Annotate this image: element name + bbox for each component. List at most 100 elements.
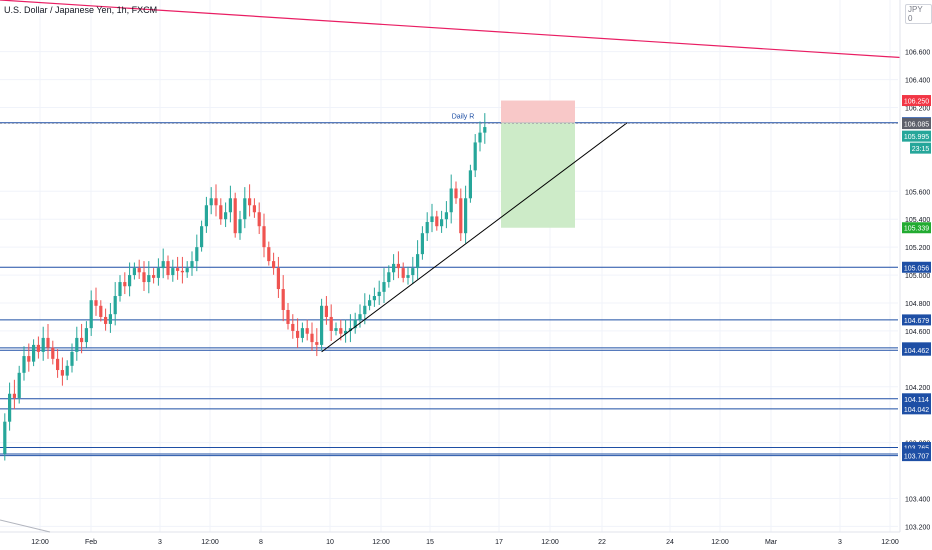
price-tick-label: 104.200 — [905, 385, 930, 392]
time-tick-label: 12:00 — [541, 539, 559, 546]
candle-body — [416, 254, 420, 269]
time-tick-label: 12:00 — [31, 539, 49, 546]
candle-body — [473, 142, 477, 171]
candle-body — [243, 198, 247, 220]
time-tick-label: 15 — [426, 539, 434, 546]
candle-body — [123, 282, 127, 287]
candle-body — [89, 300, 93, 329]
currency-badge[interactable]: JPY 0 — [905, 4, 932, 24]
price-label-badge — [902, 222, 931, 234]
candle-body — [334, 328, 338, 331]
price-tick-label: 105.200 — [905, 245, 930, 252]
price-label-text: 103.707 — [904, 454, 929, 461]
candle-body — [166, 261, 170, 276]
candle-body — [478, 132, 482, 143]
candle-body — [358, 314, 362, 320]
candle-body — [406, 275, 410, 278]
price-label-badge — [902, 130, 931, 142]
candle-body — [84, 328, 88, 343]
candle-body — [464, 198, 468, 234]
candle-body — [27, 356, 31, 362]
candle-body — [200, 226, 204, 248]
candle-body — [459, 198, 463, 234]
candle-body — [344, 330, 348, 334]
candle-body — [444, 212, 448, 220]
price-tick-label: 104.800 — [905, 301, 930, 308]
candle-body — [70, 351, 74, 366]
candle-body — [401, 268, 405, 278]
candle-body — [300, 328, 304, 338]
price-label-badge — [902, 118, 931, 130]
candle-body — [257, 212, 261, 227]
support-trend-line — [321, 122, 628, 353]
candle-body — [377, 291, 381, 297]
candle-body — [248, 198, 252, 206]
candle-body — [214, 198, 218, 206]
candle-body — [161, 261, 165, 269]
candle-body — [99, 305, 103, 317]
price-label-badge — [902, 95, 931, 107]
price-tick-label: 105.400 — [905, 217, 930, 224]
candle-body — [56, 358, 60, 371]
price-label-text: 106.250 — [904, 99, 929, 106]
candle-body — [147, 275, 151, 283]
candle-body — [41, 337, 45, 352]
candle-body — [281, 289, 285, 310]
lower-drift-line — [0, 519, 51, 533]
candle-body — [411, 268, 415, 276]
candle-body — [80, 337, 84, 343]
price-tick-label: 105.000 — [905, 273, 930, 280]
candles — [3, 113, 487, 461]
candle-body — [51, 347, 55, 359]
long-trend-line — [0, 0, 932, 61]
candle-body — [171, 268, 175, 276]
candle-body — [339, 328, 343, 334]
candle-body — [396, 263, 400, 269]
candle-body — [22, 356, 26, 373]
candle-body — [176, 268, 180, 271]
candle-body — [46, 337, 50, 348]
candle-body — [262, 226, 266, 248]
time-tick-label: 3 — [158, 539, 162, 546]
candle-body — [315, 342, 319, 345]
time-tick-label: 17 — [495, 539, 503, 546]
candle-body — [320, 305, 324, 345]
candle-body — [128, 275, 132, 287]
candle-body — [137, 268, 141, 273]
price-label-text: 104.114 — [904, 397, 929, 404]
price-label-badge — [902, 442, 931, 454]
candle-body — [449, 188, 453, 213]
chart-title: U.S. Dollar / Japanese Yen, 1h, FXCM — [4, 5, 158, 15]
price-label-badge — [902, 314, 931, 326]
candle-body — [94, 300, 98, 306]
candle-body — [310, 333, 314, 343]
candle-body — [195, 247, 199, 262]
countdown-badge — [910, 142, 931, 154]
candle-body — [348, 328, 352, 331]
price-tick-label: 106.200 — [905, 106, 930, 113]
grid — [0, 0, 898, 532]
candle-body — [291, 323, 295, 331]
price-tick-label: 103.200 — [905, 524, 930, 531]
candle-body — [113, 296, 117, 315]
candle-body — [190, 261, 194, 269]
stop-loss-zone — [501, 100, 575, 123]
candle-body — [108, 314, 112, 324]
candle-body — [272, 261, 276, 269]
price-label-text: 105.995 — [904, 134, 929, 141]
price-label-badge — [902, 403, 931, 415]
candle-body — [324, 305, 328, 317]
price-tick-label: 106.600 — [905, 50, 930, 57]
candle-body — [104, 316, 108, 324]
candle-body — [238, 219, 242, 234]
candle-body — [382, 282, 386, 292]
countdown-text: 23:15 — [912, 146, 930, 153]
daily-r-annotation: Daily R — [452, 114, 475, 121]
price-label-text: 105.339 — [904, 226, 929, 233]
candle-body — [65, 365, 69, 376]
time-tick-label: 24 — [666, 539, 674, 546]
candle-body — [224, 212, 228, 220]
price-label-badge — [902, 261, 931, 273]
candle-body — [204, 205, 208, 227]
